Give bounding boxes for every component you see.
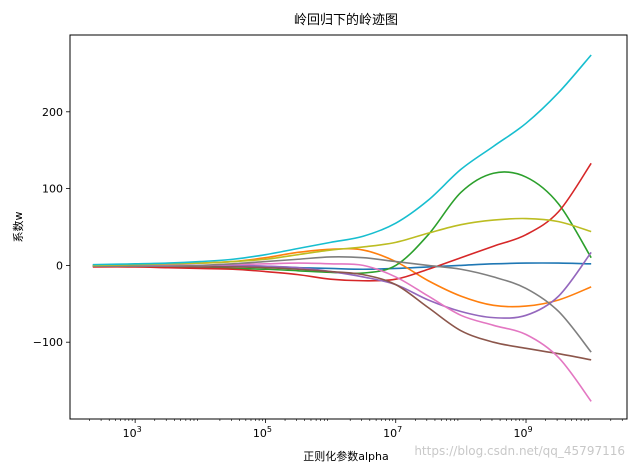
chart-title: 岭回归下的岭迹图 bbox=[294, 12, 398, 28]
x-axis-ticks: 103 105 107 109 bbox=[89, 419, 623, 440]
x-tick-label: 109 bbox=[513, 425, 532, 440]
y-axis-ticks: −100 0 100 200 bbox=[33, 106, 70, 349]
x-tick-label: 105 bbox=[253, 425, 272, 440]
series-line-w7 bbox=[92, 256, 592, 353]
watermark-text: https://blog.csdn.net/qq_45797116 bbox=[414, 444, 625, 458]
x-axis-label: 正则化参数alpha bbox=[303, 449, 389, 463]
y-tick-label: 100 bbox=[42, 183, 63, 196]
series-line-w9 bbox=[92, 54, 592, 266]
x-tick-label: 103 bbox=[123, 425, 142, 440]
plot-area-frame bbox=[69, 34, 628, 420]
series-line-w4 bbox=[92, 251, 592, 319]
y-axis-label: 系数w bbox=[12, 212, 25, 243]
series-lines bbox=[92, 54, 592, 402]
series-line-w2 bbox=[92, 171, 592, 275]
y-tick-label: 200 bbox=[42, 106, 63, 119]
x-tick-label: 107 bbox=[383, 425, 402, 440]
series-line-w8 bbox=[92, 217, 592, 267]
series-line-w3 bbox=[92, 162, 592, 282]
y-tick-label: 0 bbox=[56, 259, 63, 272]
y-tick-label: −100 bbox=[33, 336, 63, 349]
